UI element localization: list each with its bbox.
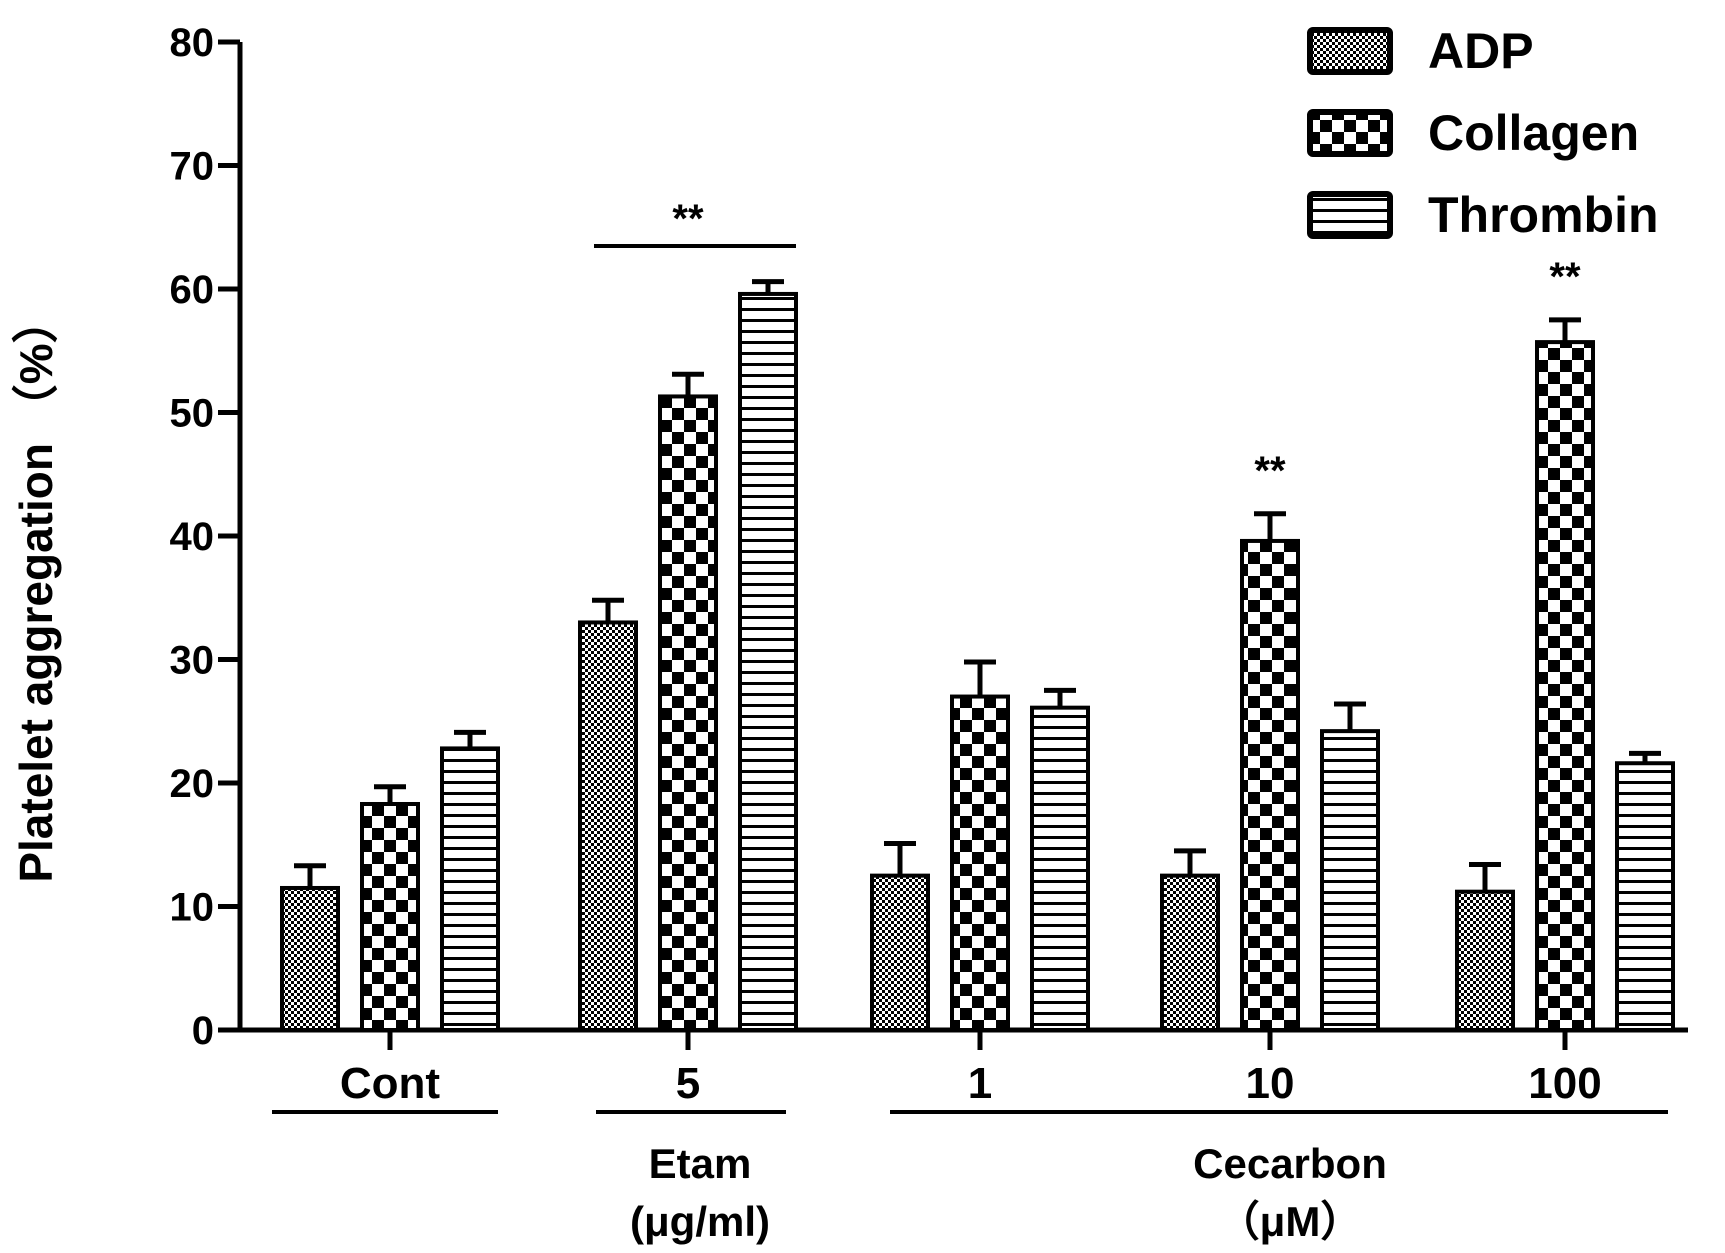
bar-adp-1 [870,873,930,1032]
bar-adp-Cont [280,885,340,1032]
category-label: 10 [1246,1059,1295,1108]
bar-collagen-1 [950,694,1010,1032]
bar-adp-100 [1455,889,1515,1032]
bars [280,291,1675,1033]
bar-adp-5 [578,620,638,1032]
legend: ADP Collagen Thrombin [1307,23,1659,243]
legend-swatch-collagen [1307,109,1393,157]
significance-marker: ** [672,197,704,241]
legend-label-collagen: Collagen [1428,105,1639,161]
error-bars [294,279,1661,892]
significance-marker: ** [1254,449,1286,493]
y-tick-label: 70 [170,145,215,189]
y-ticks: 0 10 20 30 40 50 60 70 80 [170,21,240,1053]
category-label: 1 [968,1059,992,1108]
category-label: 100 [1528,1059,1601,1108]
category-label: Cont [340,1059,441,1108]
y-tick-label: 30 [170,639,215,683]
bar-collagen-Cont [360,801,420,1032]
significance-annotations: ** ** ** [594,197,1581,493]
y-tick-label: 10 [170,886,215,930]
bar-collagen-100 [1535,340,1595,1033]
y-axis-label: Platelet aggregation （%） [10,297,62,882]
y-tick-label: 20 [170,762,215,806]
bar-collagen-10 [1240,538,1300,1032]
significance-marker: ** [1549,255,1581,299]
category-label: 5 [676,1059,700,1108]
bar-thrombin-100 [1615,761,1675,1032]
group-label-line: （μM） [1218,1198,1363,1245]
y-tick-label: 80 [170,21,215,65]
bar-thrombin-Cont [440,746,500,1032]
bar-thrombin-5 [738,291,798,1032]
bar-thrombin-1 [1030,705,1090,1032]
group-label-line: (μg/ml) [630,1198,770,1245]
group-label-line: Cecarbon [1193,1140,1387,1187]
bar-adp-10 [1160,873,1220,1032]
group-brackets: Etam (μg/ml) Cecarbon （μM） [272,1110,1668,1245]
bar-thrombin-10 [1320,729,1380,1032]
legend-swatch-thrombin [1307,191,1393,239]
bar-collagen-5 [658,394,718,1032]
x-ticks [387,1030,1568,1050]
y-tick-label: 50 [170,392,215,436]
category-labels: Cont 5 1 10 100 [340,1059,1602,1108]
y-tick-label: 60 [170,268,215,312]
y-tick-label: 0 [192,1009,214,1053]
legend-label-thrombin: Thrombin [1428,187,1659,243]
legend-swatch-adp [1307,27,1393,75]
y-tick-label: 40 [170,515,215,559]
legend-label-adp: ADP [1428,23,1534,79]
group-label-line: Etam [649,1140,752,1187]
